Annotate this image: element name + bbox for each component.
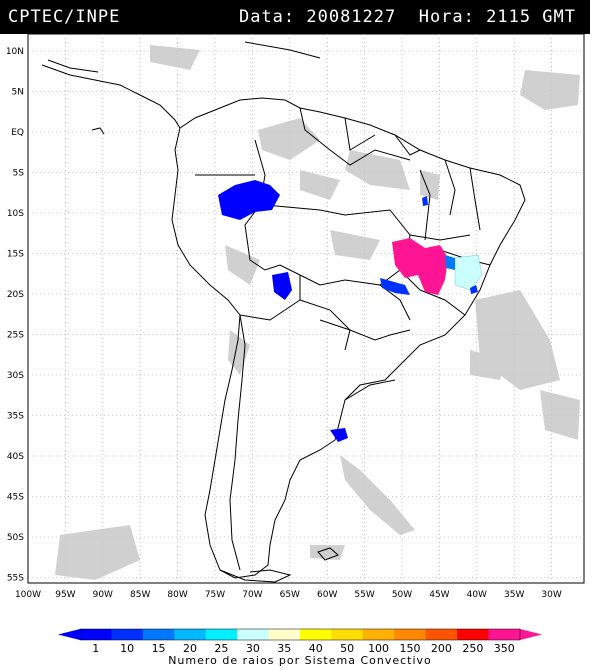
lat-label: 45S (7, 493, 24, 503)
lat-label: 10N (6, 47, 24, 57)
title-bar: CPTEC/INPE Data: 20081227 Hora: 2115 GMT (0, 0, 590, 34)
legend-value-label: 350 (494, 642, 515, 655)
legend-swatch (488, 629, 521, 640)
legend-value-label: 20 (183, 642, 197, 655)
legend-value-label: 150 (400, 642, 421, 655)
legend-value-label: 250 (462, 642, 483, 655)
lat-label: 5N (12, 88, 24, 98)
system-blue-south (380, 278, 410, 295)
legend-right-arrow (520, 629, 542, 640)
legend-swatch (237, 629, 270, 640)
lon-label: 50W (392, 590, 412, 600)
legend-swatch (331, 629, 364, 640)
legend-swatch (174, 629, 207, 640)
legend-colorbar (58, 628, 542, 641)
lat-label: 55S (7, 574, 24, 584)
legend-value-label: 200 (431, 642, 452, 655)
system-blue-amazon (218, 180, 280, 220)
legend-swatch (80, 629, 112, 640)
legend-value-label: 25 (214, 642, 228, 655)
legend-value-label: 35 (277, 642, 291, 655)
lat-label: 15S (7, 250, 24, 260)
lon-label: 65W (280, 590, 300, 600)
legend-left-arrow (58, 629, 80, 640)
lat-label: 40S (7, 452, 24, 462)
lon-label: 55W (354, 590, 374, 600)
legend-swatch (457, 629, 490, 640)
lon-label: 70W (242, 590, 262, 600)
system-magenta-brazil (392, 238, 448, 295)
lat-label: 10S (7, 209, 24, 219)
system-blue-ne (422, 196, 428, 206)
lat-label: 20S (7, 290, 24, 300)
system-blue-argentina (330, 428, 348, 442)
system-blue-bolivia (272, 272, 292, 300)
legend-swatch (300, 629, 332, 640)
legend-outline (79, 628, 521, 641)
source-label: CPTEC/INPE (8, 7, 121, 27)
legend-value-labels: 1 10 15 20 25 30 35 40 50 100 150 200 250 350 (92, 642, 515, 655)
lon-label: 90W (93, 590, 113, 600)
legend-value-label: 1 (92, 642, 99, 655)
convective-systems (218, 180, 483, 442)
lon-label: 75W (205, 590, 225, 600)
system-cyan-brazil (454, 254, 483, 291)
legend-value-label: 30 (246, 642, 260, 655)
lon-label: 80W (167, 590, 187, 600)
legend-swatch (142, 629, 175, 640)
lon-label: 30W (541, 590, 561, 600)
legend-swatch (111, 629, 144, 640)
lon-label: 40W (467, 590, 487, 600)
lon-label: 85W (130, 590, 150, 600)
lat-label: 5S (13, 169, 25, 179)
legend-title: Numero de raios por Sistema Convectivo (168, 654, 432, 667)
legend-value-label: 10 (120, 642, 134, 655)
legend-swatch (268, 629, 301, 640)
legend-swatch (394, 629, 427, 640)
lat-label: 25S (7, 331, 24, 341)
lat-label: EQ (11, 128, 24, 138)
legend-value-label: 50 (340, 642, 354, 655)
lat-label: 30S (7, 371, 24, 381)
system-blue-east (445, 255, 455, 270)
legend-value-label: 40 (309, 642, 323, 655)
lat-label: 35S (7, 412, 24, 422)
latitude-labels: 10N 5N EQ 5S 10S 15S 20S 25S 30S 35S 40S 45S 50S 55S (6, 47, 24, 584)
legend-value-label: 15 (152, 642, 166, 655)
lat-label: 50S (7, 533, 24, 543)
legend-swatch (205, 629, 238, 640)
system-blue-coast (470, 285, 478, 294)
longitude-labels: 100W 95W 90W 85W 80W 75W 70W 65W 60W 55W 50W 45W 40W… (15, 590, 562, 600)
lon-label: 60W (317, 590, 337, 600)
lon-label: 100W (15, 590, 41, 600)
legend-swatch (425, 629, 458, 640)
legend-value-label: 100 (368, 642, 389, 655)
legend-swatch (362, 629, 395, 640)
lon-label: 95W (55, 590, 75, 600)
lon-label: 35W (504, 590, 524, 600)
lon-label: 45W (429, 590, 449, 600)
cloud-cover (55, 45, 580, 580)
datetime-label: Data: 20081227 Hora: 2115 GMT (238, 7, 576, 27)
